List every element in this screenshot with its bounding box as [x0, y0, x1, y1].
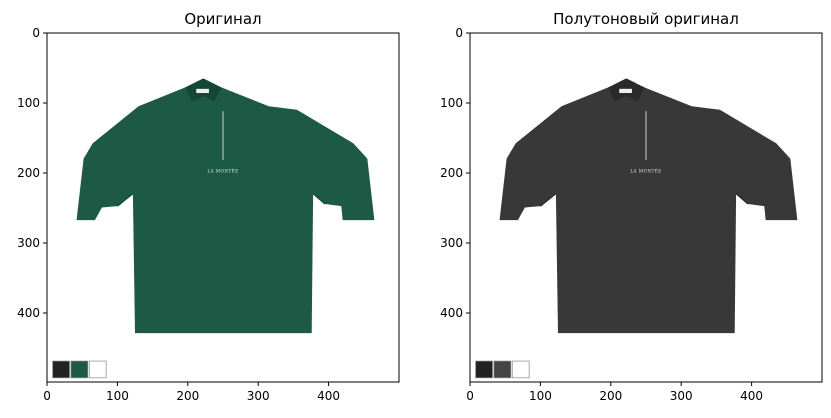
y-tick-label: 300: [440, 236, 463, 250]
y-tick-label: 0: [455, 26, 463, 40]
y-tick-label: 300: [17, 236, 40, 250]
y-tick-label: 100: [17, 96, 40, 110]
y-tick-label: 400: [440, 306, 463, 320]
swatch: [52, 360, 70, 379]
shirt-logo-text: LA MONTÉE: [630, 169, 661, 174]
panel-grayscale: Полутоновый оригинал LA MONTÉE: [440, 10, 823, 403]
y-axis: 0 100 200 300 400: [440, 26, 470, 320]
image-area: LA MONTÉE: [46, 32, 400, 383]
x-axis: 0 100 200 300 400: [466, 382, 763, 403]
shirt-logo-text: LA MONTÉE: [207, 169, 238, 174]
x-tick-label: 100: [529, 389, 552, 403]
x-tick-label: 300: [670, 389, 693, 403]
y-tick-label: 100: [440, 96, 463, 110]
x-axis: 0 100 200 300 400: [43, 382, 340, 403]
shirt-illustration: LA MONTÉE: [76, 78, 375, 334]
color-swatches: [52, 360, 107, 379]
panel-title: Полутоновый оригинал: [553, 10, 739, 28]
y-tick-label: 400: [17, 306, 40, 320]
swatch: [88, 360, 107, 379]
y-axis: 0 100 200 300 400: [17, 26, 47, 320]
panel-title: Оригинал: [184, 10, 261, 28]
swatch: [70, 360, 89, 379]
shirt-illustration: LA MONTÉE: [499, 78, 798, 334]
color-swatches: [475, 360, 530, 379]
axes-frame: [469, 32, 823, 383]
x-tick-label: 0: [466, 389, 474, 403]
swatch: [511, 360, 530, 379]
image-area: LA MONTÉE: [469, 32, 823, 383]
x-tick-label: 0: [43, 389, 51, 403]
y-tick-label: 200: [17, 166, 40, 180]
panel-original: Оригинал LA MONTÉE: [17, 10, 400, 403]
x-tick-label: 400: [740, 389, 763, 403]
axes-frame: [46, 32, 400, 383]
swatch: [475, 360, 493, 379]
x-tick-label: 400: [317, 389, 340, 403]
x-tick-label: 100: [106, 389, 129, 403]
x-tick-label: 300: [247, 389, 270, 403]
swatch: [493, 360, 512, 379]
x-tick-label: 200: [176, 389, 199, 403]
x-tick-label: 200: [599, 389, 622, 403]
y-tick-label: 0: [32, 26, 40, 40]
y-tick-label: 200: [440, 166, 463, 180]
